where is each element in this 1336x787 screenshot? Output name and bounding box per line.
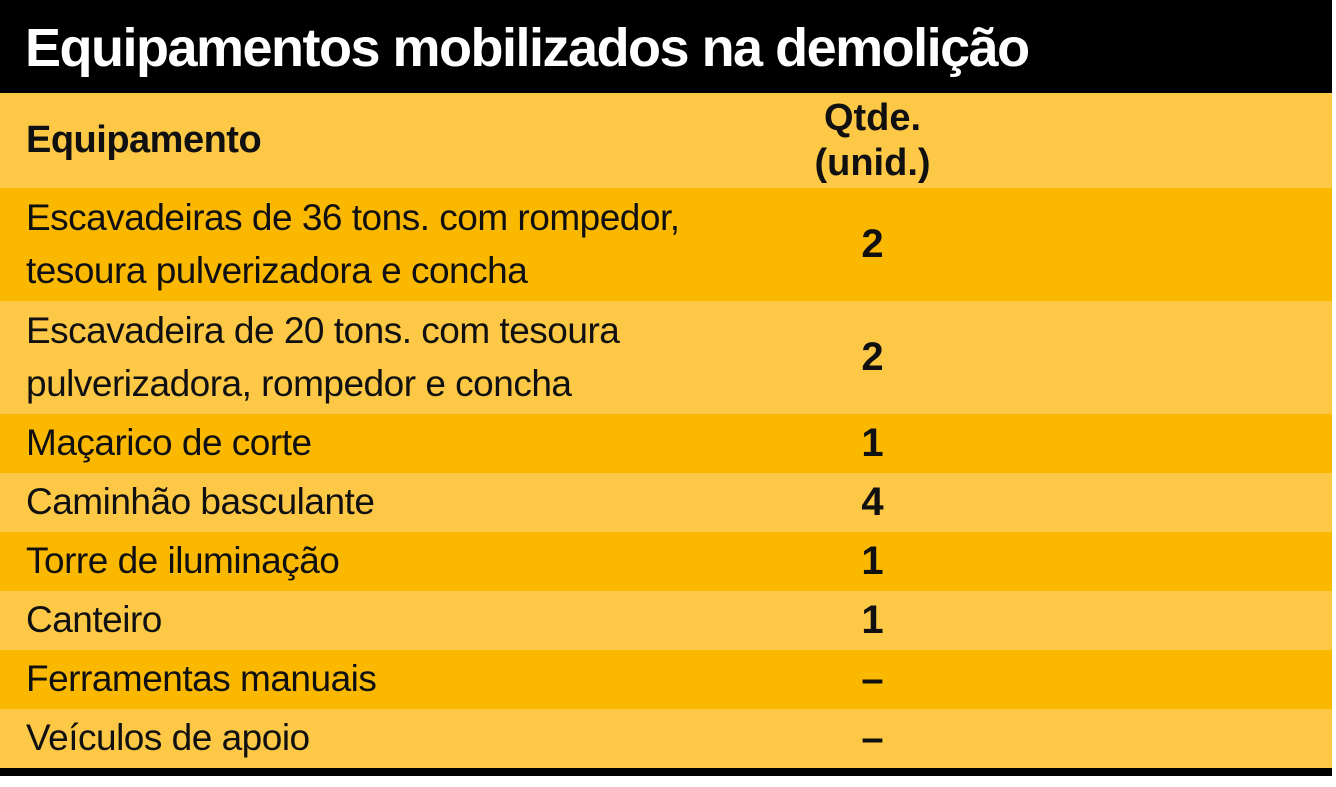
column-header-quantity: Qtde. (unid.) [790, 96, 955, 186]
equipment-name-cell: Canteiro [26, 599, 162, 641]
equipment-quantity-cell: 1 [861, 598, 884, 642]
equipment-name-cell: Caminhão basculante [26, 481, 375, 523]
quantity-header-line1: Qtde. [823, 96, 922, 139]
equipment-table-body: Escavadeiras de 36 tons. com rompedor, t… [0, 188, 1332, 768]
equipment-table: Equipamento Qtde. (unid.) Escavadeiras d… [0, 93, 1332, 768]
title-bar: Equipamentos mobilizados na demolição [0, 0, 1332, 93]
table-row: Caminhão basculante 4 [0, 473, 1332, 532]
equipment-name-cell: Escavadeiras de 36 tons. com rompedor, t… [26, 196, 680, 291]
equipment-name-cell: Torre de iluminação [26, 540, 340, 582]
equipment-quantity-cell: – [861, 716, 884, 760]
equipment-quantity-cell: 1 [861, 421, 884, 465]
equipment-quantity-cell: 4 [861, 480, 884, 524]
equipment-name-cell: Ferramentas manuais [26, 658, 377, 700]
table-row: Maçarico de corte 1 [0, 414, 1332, 473]
infographic-title: Equipamentos mobilizados na demolição [25, 17, 1030, 78]
table-row: Veículos de apoio – [0, 709, 1332, 768]
equipment-quantity-cell: – [861, 657, 884, 701]
bottom-bar [0, 768, 1332, 776]
equipment-quantity-cell: 2 [861, 335, 884, 379]
equipment-name-cell: Maçarico de corte [26, 422, 312, 464]
equipment-quantity-cell: 1 [861, 539, 884, 583]
quantity-header-line2: (unid.) [814, 141, 931, 184]
table-row: Canteiro 1 [0, 591, 1332, 650]
table-header-row: Equipamento Qtde. (unid.) [0, 93, 1332, 188]
table-row: Ferramentas manuais – [0, 650, 1332, 709]
table-row: Escavadeira de 20 tons. com tesoura pulv… [0, 301, 1332, 414]
table-row: Escavadeiras de 36 tons. com rompedor, t… [0, 188, 1332, 301]
table-row: Torre de iluminação 1 [0, 532, 1332, 591]
equipment-quantity-cell: 2 [861, 222, 884, 266]
equipment-name-cell: Veículos de apoio [26, 717, 310, 759]
equipment-name-cell: Escavadeira de 20 tons. com tesoura pulv… [26, 309, 620, 404]
column-header-equipment: Equipamento [26, 119, 262, 162]
